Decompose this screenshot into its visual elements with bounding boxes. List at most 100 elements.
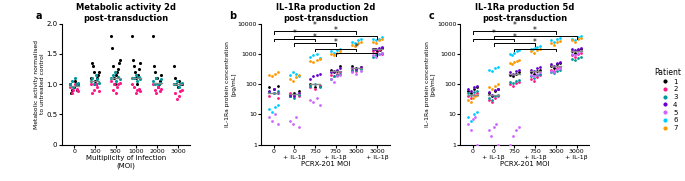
- Point: [335, 48, 346, 51]
- Point: [367, 50, 378, 53]
- Point: [573, 52, 584, 55]
- Point: [135, 90, 146, 93]
- Point: [293, 89, 304, 92]
- Point: [155, 74, 166, 77]
- Point: [69, 83, 80, 86]
- Point: [314, 104, 325, 107]
- Point: [465, 129, 476, 132]
- Point: [351, 68, 362, 71]
- Point: [504, 74, 515, 77]
- Point: [525, 75, 536, 78]
- Point: [493, 83, 503, 86]
- Point: [273, 96, 284, 99]
- Point: [314, 56, 325, 59]
- Point: [110, 71, 121, 73]
- Point: [507, 63, 518, 66]
- Point: [71, 83, 82, 86]
- Point: [531, 76, 542, 79]
- Point: [109, 77, 120, 80]
- Point: [347, 64, 358, 67]
- Point: [264, 89, 275, 92]
- Point: [552, 37, 563, 40]
- Point: [68, 89, 79, 92]
- Point: [92, 86, 103, 89]
- Point: [371, 51, 382, 54]
- Point: [555, 60, 566, 63]
- Point: [514, 78, 525, 81]
- Point: [514, 68, 525, 71]
- Point: [335, 66, 346, 69]
- Point: [575, 55, 586, 58]
- Point: [289, 93, 300, 96]
- Point: [129, 65, 140, 68]
- Point: [130, 71, 141, 73]
- Point: [108, 89, 119, 92]
- Point: [525, 50, 536, 53]
- Point: [325, 50, 336, 53]
- Point: [510, 69, 521, 72]
- Point: [94, 71, 105, 73]
- Point: [532, 45, 543, 48]
- Point: [349, 45, 360, 48]
- Point: [106, 80, 117, 83]
- Point: [490, 88, 501, 91]
- Point: [470, 116, 481, 119]
- Point: [466, 92, 477, 95]
- Point: [132, 83, 143, 86]
- Text: *: *: [355, 43, 358, 52]
- Point: [549, 71, 560, 73]
- Point: [486, 87, 497, 90]
- Point: [173, 95, 184, 98]
- Point: [149, 89, 160, 92]
- Point: [85, 83, 96, 86]
- Point: [305, 77, 316, 80]
- Point: [332, 51, 342, 54]
- Point: [310, 83, 321, 86]
- Point: [88, 83, 99, 86]
- Point: [264, 74, 275, 77]
- Point: [110, 74, 121, 77]
- Point: [484, 129, 495, 132]
- Point: [525, 77, 536, 80]
- Point: [546, 39, 557, 42]
- Point: [127, 77, 138, 80]
- Point: [472, 92, 483, 95]
- Point: [154, 81, 165, 84]
- Point: [534, 74, 545, 77]
- Point: [147, 83, 158, 86]
- Point: [510, 81, 521, 84]
- Point: [314, 84, 325, 87]
- Point: [289, 95, 300, 98]
- Point: [356, 66, 366, 69]
- Point: [490, 96, 501, 99]
- Point: [472, 84, 483, 87]
- Point: [325, 77, 336, 80]
- Point: [335, 64, 346, 67]
- Point: [111, 80, 122, 83]
- Point: [373, 37, 384, 40]
- Point: [332, 72, 342, 75]
- Point: [469, 87, 480, 90]
- Point: [351, 67, 362, 70]
- Point: [508, 134, 519, 137]
- Point: [469, 86, 480, 89]
- Point: [66, 80, 77, 83]
- Point: [149, 83, 160, 86]
- Point: [486, 99, 497, 102]
- Point: [87, 65, 98, 68]
- Point: [465, 101, 476, 104]
- Point: [472, 89, 483, 92]
- Point: [573, 37, 584, 40]
- Point: [472, 111, 483, 113]
- Text: c: c: [428, 11, 434, 21]
- Point: [127, 34, 138, 37]
- Point: [305, 55, 316, 58]
- Y-axis label: Metabolic activity normalised
to untreated control: Metabolic activity normalised to untreat…: [34, 40, 45, 129]
- Point: [268, 87, 279, 90]
- Point: [371, 55, 382, 58]
- Point: [504, 143, 515, 146]
- Point: [552, 62, 563, 64]
- Point: [108, 65, 119, 68]
- Point: [555, 36, 566, 39]
- Point: [347, 66, 358, 69]
